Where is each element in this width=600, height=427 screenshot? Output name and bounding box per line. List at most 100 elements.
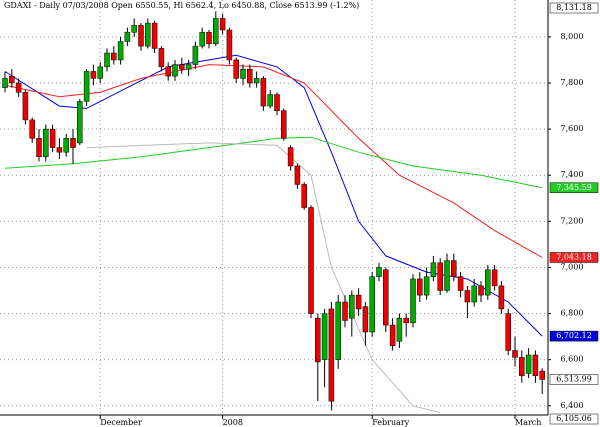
candle-body (43, 128, 49, 158)
candle-body (267, 94, 273, 107)
moving-average (86, 142, 441, 414)
candle-body (457, 276, 464, 291)
candle-body (369, 276, 375, 333)
range-bottom-label: 6,105.06 (556, 414, 592, 423)
y-tick-label: 8,000 (561, 32, 584, 41)
candle-body (9, 75, 15, 84)
candle-body (15, 82, 22, 93)
candle-body (485, 269, 491, 296)
candle-body (335, 301, 341, 360)
candle-body (437, 262, 443, 291)
candle-body (213, 18, 219, 45)
candle-body (430, 262, 437, 277)
candle-body (199, 32, 205, 47)
candle-body (512, 350, 518, 358)
candle-body (471, 285, 477, 303)
line-end-label: 6,702.12 (556, 331, 592, 340)
range-top-label-box (549, 2, 599, 14)
candle-body (233, 59, 239, 79)
x-tick-label: March (515, 418, 541, 427)
candle-body (151, 22, 158, 49)
candle-body (165, 66, 171, 77)
candle-body (478, 285, 484, 296)
candle-body (281, 110, 287, 139)
candle-body (206, 32, 212, 45)
y-tick-label: 7,800 (561, 78, 584, 87)
candle-body (410, 278, 416, 324)
x-tick-label: February (372, 418, 410, 427)
y-tick-label: 7,600 (561, 124, 584, 133)
candle-body (172, 64, 178, 77)
candle-body (403, 317, 409, 324)
line-end-label-box (549, 330, 599, 342)
candle-body (389, 324, 396, 347)
candle-body (90, 71, 97, 79)
x-tick-label: 2008 (223, 418, 243, 427)
candle-body (124, 32, 131, 42)
candle-body (77, 101, 83, 144)
candle-body (240, 68, 246, 79)
candle-body (260, 78, 267, 107)
candle-body (451, 260, 457, 277)
range-bottom-label-box (549, 413, 599, 425)
candle-body (104, 52, 110, 68)
candle-body (362, 306, 369, 333)
candle-body (131, 25, 137, 33)
y-tick-label: 7,200 (561, 216, 584, 225)
candle-body (383, 269, 389, 326)
candle-body (287, 147, 294, 167)
candle-body (253, 78, 260, 84)
line-end-label: 7,043.18 (556, 252, 592, 261)
candle-body (138, 25, 144, 47)
range-top-label: 8,131.18 (556, 3, 592, 12)
chart-title: GDAXI - Daily 07/03/2008 Open 6550.55, H… (4, 1, 359, 10)
candle-body (63, 138, 69, 153)
candle-body (219, 18, 226, 31)
candle-body (49, 128, 56, 148)
candle-body (417, 278, 423, 296)
candle-body (505, 313, 511, 351)
candle-body (464, 290, 471, 303)
candle-body (2, 78, 8, 88)
candle-body (83, 71, 90, 102)
candle-body (321, 313, 328, 360)
close-label-box (549, 374, 599, 385)
candle-body (328, 308, 335, 402)
candle-body (97, 66, 103, 79)
line-end-label-box (549, 182, 599, 194)
candle-body (111, 52, 117, 61)
candle-body (342, 301, 348, 321)
candle-body (192, 45, 199, 65)
candle-body (145, 22, 151, 47)
candle-body (22, 91, 29, 121)
candle-body (294, 165, 301, 185)
candle-body (423, 276, 430, 296)
x-tick-label: December (100, 418, 142, 427)
y-tick-label: 6,400 (561, 401, 584, 410)
line-end-label-box (549, 252, 599, 263)
candle-body (525, 354, 532, 374)
candle-body (498, 285, 505, 310)
candle-body (519, 357, 525, 377)
candle-body (539, 370, 545, 380)
candle-body (308, 207, 314, 314)
close-label: 6,513.99 (556, 374, 592, 383)
line-end-label: 7,345.59 (556, 183, 592, 192)
candle-body (491, 269, 498, 287)
candle-body (70, 138, 76, 148)
candle-body (226, 29, 233, 61)
candle-body (355, 294, 362, 310)
candle-body (274, 94, 280, 111)
moving-average (4, 136, 543, 189)
y-tick-label: 7,400 (561, 170, 584, 179)
candle-body (117, 41, 124, 61)
y-tick-label: 6,600 (561, 355, 584, 364)
candle-body (349, 294, 355, 319)
candle-body (444, 260, 450, 291)
candle-body (532, 354, 539, 377)
candle-body (179, 64, 185, 70)
moving-average (4, 64, 543, 258)
y-tick-label: 7,000 (561, 262, 584, 271)
